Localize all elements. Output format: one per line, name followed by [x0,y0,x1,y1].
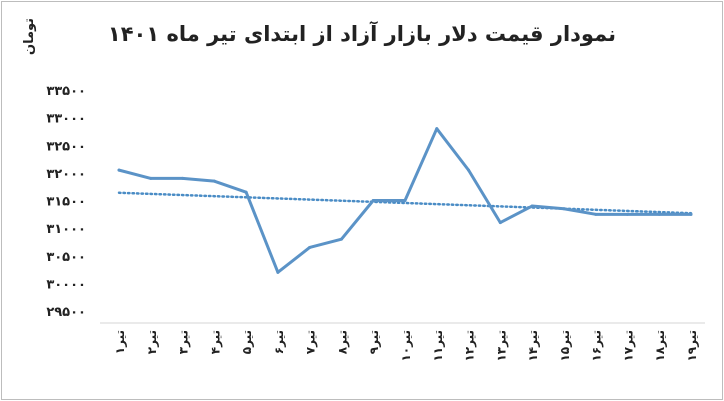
data-point [435,127,439,131]
data-point [625,212,629,216]
data-point [117,168,121,172]
x-tick-label: ۱۴تیر [526,330,540,362]
x-tick-label: ۱۲تیر [463,330,477,362]
x-tick-label: ۱۵تیر [558,330,572,362]
trend-line [117,191,693,215]
data-point [244,190,248,194]
x-tick-label: ۹تیر [367,330,381,354]
data-point [657,212,661,216]
y-tick-label: ۲۹۵۰۰ [46,305,86,320]
data-point [689,212,693,216]
x-tick-label: ۱۷تیر [621,330,635,362]
y-tick-label: ۳۱۵۰۰ [46,195,86,210]
data-point [594,212,598,216]
x-tick-label: ۳تیر [177,330,191,354]
data-point [276,270,280,274]
data-point [308,245,312,249]
data-point [371,199,375,202]
data-point [498,221,502,225]
x-tick-label: ۱۶تیر [590,330,604,362]
x-tick-label: ۱۹تیر [685,330,699,362]
data-point [403,199,407,202]
x-tick-label: ۴تیر [208,330,222,354]
y-tick-label: ۳۳۰۰۰ [46,112,86,127]
data-point [149,176,153,180]
y-tick-label: ۳۱۰۰۰ [46,222,86,237]
x-tick-label: ۶تیر [272,330,286,354]
x-tick-label: ۱تیر [113,330,127,354]
x-tick-label: ۲تیر [145,330,159,354]
data-point [339,237,343,241]
y-tick-label: ۳۰۰۰۰ [46,277,86,292]
x-tick-label: ۸تیر [335,330,349,354]
chart-title: نمودار قیمت دلار بازار آزاد از ابتدای تی… [107,22,617,46]
data-point [530,204,534,208]
data-point [562,207,566,211]
x-tick-label: ۱۰تیر [399,330,413,362]
x-tick-label: ۷تیر [304,330,318,354]
x-tick-label: ۱۳تیر [494,330,508,362]
y-tick-label: ۳۲۰۰۰ [46,167,86,182]
y-tick-label: ۳۲۵۰۰ [46,139,86,154]
y-tick-label: ۳۰۵۰۰ [46,250,86,265]
data-point [181,176,185,180]
x-tick-label: ۵تیر [240,330,254,354]
y-tick-label: ۳۳۵۰۰ [46,84,86,99]
x-tick-label: ۱۱تیر [431,330,445,362]
x-tick-label: ۱۸تیر [653,330,667,362]
data-point [212,179,216,183]
data-point [467,168,471,172]
